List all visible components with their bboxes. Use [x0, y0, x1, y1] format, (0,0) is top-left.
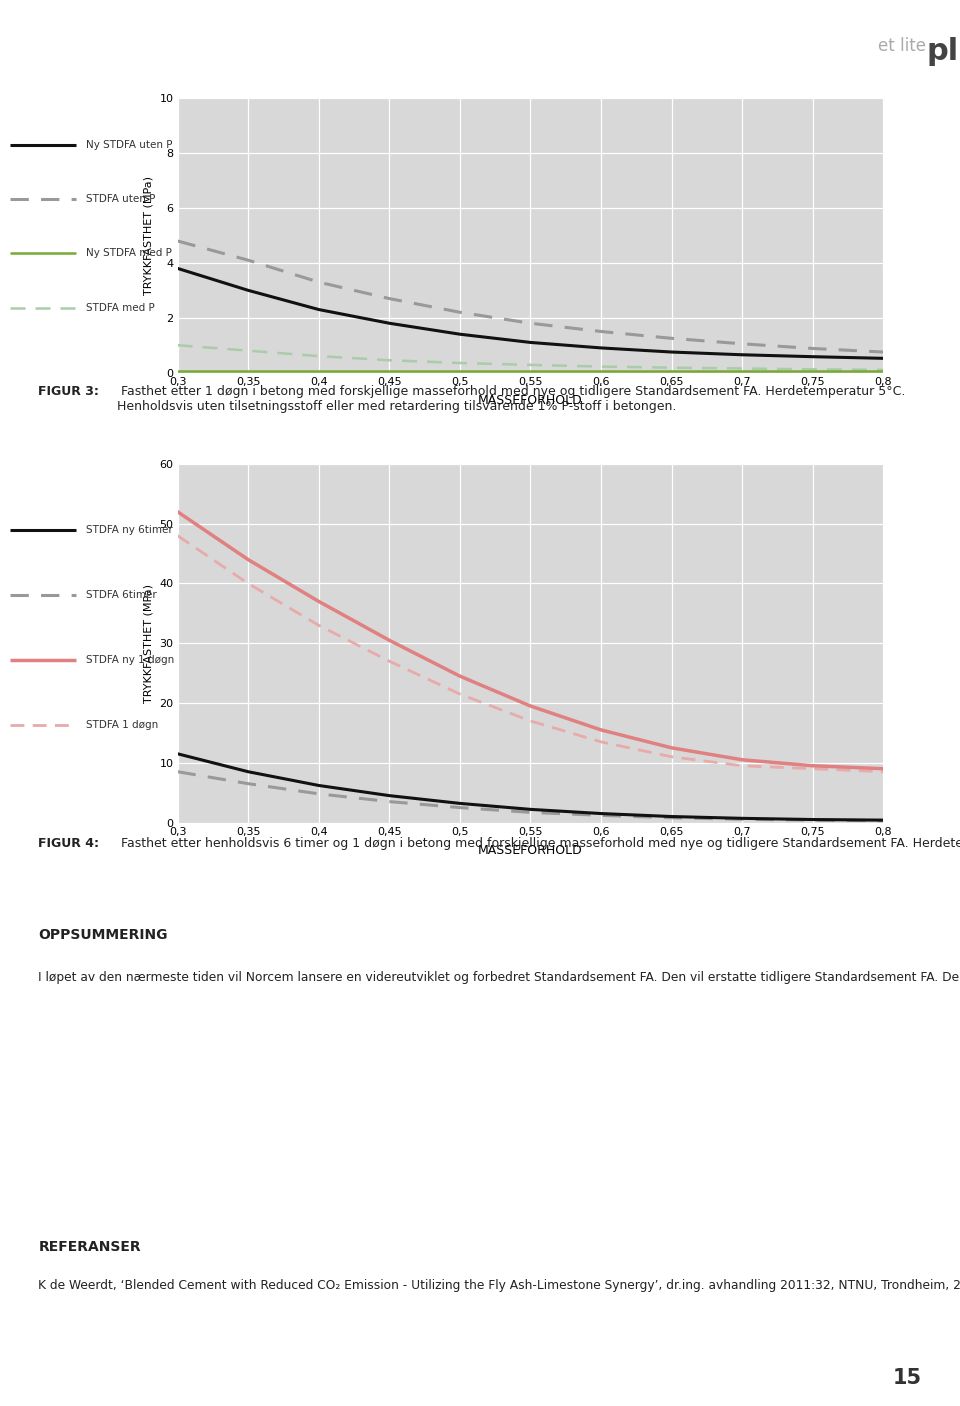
Text: STDFA ny 1 døgn: STDFA ny 1 døgn [85, 655, 174, 665]
Text: I løpet av den nærmeste tiden vil Norcem lansere en videreutviklet og forbedret : I løpet av den nærmeste tiden vil Norcem… [38, 970, 960, 984]
Text: FIGUR 4:: FIGUR 4: [38, 837, 100, 849]
Text: 15: 15 [893, 1368, 922, 1388]
Text: pluss: pluss [926, 37, 960, 66]
Text: Ny STDFA med P: Ny STDFA med P [85, 249, 172, 259]
Text: FIGUR 3:: FIGUR 3: [38, 385, 99, 398]
Text: Ny STDFA uten P: Ny STDFA uten P [85, 141, 172, 150]
Text: REFERANSER: REFERANSER [38, 1240, 141, 1254]
Text: OPPSUMMERING: OPPSUMMERING [38, 928, 168, 942]
X-axis label: MASSEFORHOLD: MASSEFORHOLD [478, 394, 583, 406]
Text: STDFA med P: STDFA med P [85, 302, 155, 312]
Text: K de Weerdt, ‘Blended Cement with Reduced CO₂ Emission - Utilizing the Fly Ash-L: K de Weerdt, ‘Blended Cement with Reduce… [38, 1279, 960, 1292]
Text: STDFA 6timer: STDFA 6timer [85, 591, 156, 600]
Text: STDFA 1 døgn: STDFA 1 døgn [85, 720, 157, 730]
Y-axis label: TRYKKFASTHET (MPa): TRYKKFASTHET (MPa) [144, 176, 154, 295]
Text: Fasthet etter 1 døgn i betong med forskjellige masseforhold med nye og tidligere: Fasthet etter 1 døgn i betong med forskj… [117, 385, 905, 413]
Text: et lite: et lite [878, 37, 926, 55]
Text: STDFA ny 6timer: STDFA ny 6timer [85, 526, 173, 536]
Text: Fasthet etter henholdsvis 6 timer og 1 døgn i betong med forskjellige masseforho: Fasthet etter henholdsvis 6 timer og 1 d… [117, 837, 960, 849]
Y-axis label: TRYKKFASTHET (MPa): TRYKKFASTHET (MPa) [144, 583, 154, 703]
Text: STDFA uten P: STDFA uten P [85, 194, 155, 204]
X-axis label: MASSEFORHOLD: MASSEFORHOLD [478, 844, 583, 856]
